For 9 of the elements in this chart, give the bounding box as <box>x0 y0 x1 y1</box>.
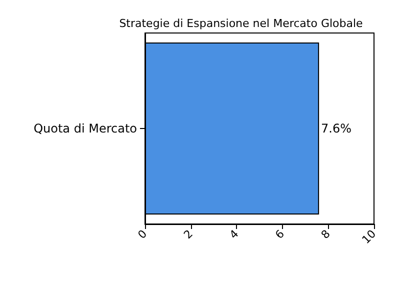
chart-title: Strategie di Espansione nel Mercato Globale <box>119 17 364 30</box>
x-tick-label: 0 <box>135 227 150 242</box>
data-label: 7.6% <box>321 122 352 136</box>
x-tick-label: 8 <box>318 227 333 242</box>
x-tick-label: 10 <box>360 227 379 246</box>
x-tick-label: 2 <box>181 227 196 242</box>
x-tick-label: 4 <box>227 227 242 242</box>
y-tick-label: Quota di Mercato <box>34 122 137 136</box>
x-tick-label: 6 <box>272 227 287 242</box>
